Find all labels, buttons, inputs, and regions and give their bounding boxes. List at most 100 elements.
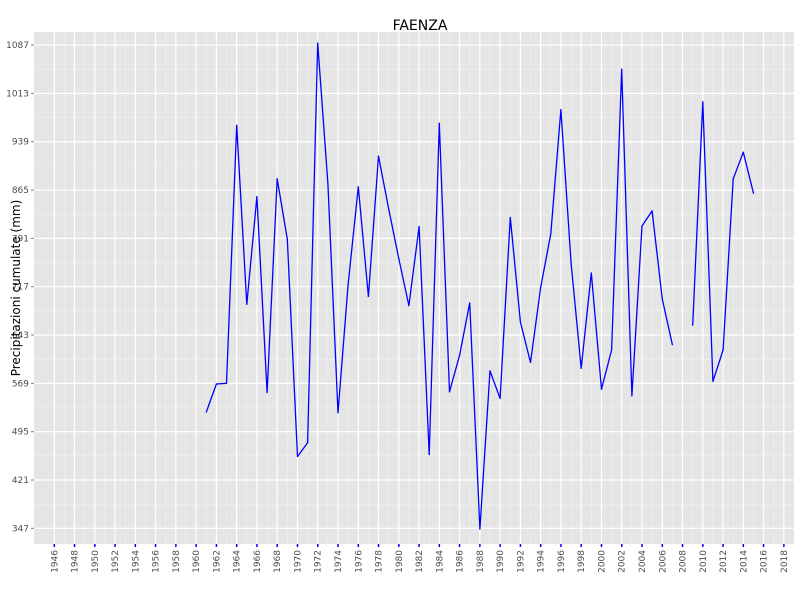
y-axis: 347 421 495 569 643 717 791 865 939 1013 1087 xyxy=(6,41,34,534)
x-tick-label: 2010 xyxy=(699,550,709,573)
data-point xyxy=(357,186,359,188)
y-tick-label: 569 xyxy=(12,379,29,389)
data-point xyxy=(418,226,420,228)
x-tick-label: 1950 xyxy=(91,550,101,573)
x-tick-label: 1958 xyxy=(172,550,182,573)
y-tick-label: 1087 xyxy=(6,41,29,51)
data-point xyxy=(256,196,258,198)
x-tick-label: 1960 xyxy=(192,550,202,573)
y-tick-label: 495 xyxy=(12,428,29,438)
data-point xyxy=(499,397,501,399)
data-point xyxy=(367,295,369,298)
data-point xyxy=(347,284,349,286)
y-tick-label: 939 xyxy=(12,138,29,148)
data-point xyxy=(529,361,532,363)
x-tick-label: 1952 xyxy=(111,550,121,573)
x-tick-label: 1974 xyxy=(334,550,344,573)
x-tick-label: 1946 xyxy=(50,550,60,573)
x-tick-label: 1964 xyxy=(233,550,243,573)
data-point xyxy=(631,395,633,397)
data-point xyxy=(519,321,522,323)
y-tick-label: 347 xyxy=(12,524,29,534)
x-axis: 1946 1948 1950 1952 1954 1956 1958 1960 1962 1964… xyxy=(50,544,790,573)
data-point xyxy=(428,453,430,456)
y-tick-label: 717 xyxy=(12,283,29,293)
x-tick-label: 1970 xyxy=(293,550,303,573)
x-tick-label: 1948 xyxy=(71,550,81,573)
x-tick-label: 1980 xyxy=(395,550,405,573)
x-tick-label: 2012 xyxy=(719,550,729,573)
x-tick-label: 1988 xyxy=(476,550,486,573)
major-gridlines xyxy=(34,32,794,544)
x-tick-label: 1996 xyxy=(557,550,567,573)
y-tick-label: 791 xyxy=(12,234,29,244)
x-tick-label: 1986 xyxy=(456,550,466,573)
x-tick-label: 2018 xyxy=(780,550,790,573)
data-point xyxy=(215,383,217,385)
data-point xyxy=(327,182,329,185)
y-tick-label: 643 xyxy=(12,331,29,341)
x-tick-label: 1994 xyxy=(537,550,547,573)
x-tick-label: 2002 xyxy=(618,550,628,573)
data-point xyxy=(752,192,755,194)
data-point xyxy=(408,305,410,307)
data-point xyxy=(489,370,491,372)
x-tick-label: 2008 xyxy=(679,550,689,573)
x-tick-label: 1984 xyxy=(435,550,445,573)
x-tick-label: 1962 xyxy=(212,550,222,573)
data-point xyxy=(611,349,613,351)
data-point xyxy=(479,528,481,530)
data-point xyxy=(337,412,339,414)
data-point xyxy=(225,382,228,384)
data-point xyxy=(580,367,582,369)
y-axis-label: Precipitazioni cumulate (mm) xyxy=(9,200,23,377)
x-tick-label: 2016 xyxy=(760,550,770,573)
x-tick-label: 1972 xyxy=(314,550,324,573)
x-tick-label: 1956 xyxy=(152,550,162,573)
x-tick-label: 2004 xyxy=(638,550,648,573)
y-tick-label: 865 xyxy=(12,186,29,196)
x-tick-label: 2000 xyxy=(597,550,607,573)
data-point xyxy=(469,302,471,304)
data-point xyxy=(377,155,380,157)
data-point xyxy=(459,354,461,356)
data-point xyxy=(317,42,319,44)
data-point xyxy=(692,324,694,326)
plot-panel xyxy=(34,32,794,544)
y-tick-label: 1013 xyxy=(6,89,29,99)
data-point xyxy=(276,178,278,180)
chart-title: FAENZA xyxy=(393,18,448,34)
x-tick-label: 2014 xyxy=(739,550,749,573)
data-point xyxy=(286,238,288,240)
data-point xyxy=(712,380,714,382)
data-point xyxy=(641,225,643,227)
data-point xyxy=(590,272,592,274)
data-point xyxy=(307,442,309,444)
data-point xyxy=(702,101,704,103)
x-tick-label: 1976 xyxy=(354,550,364,573)
data-point xyxy=(560,109,562,111)
x-tick-label: 1978 xyxy=(375,550,385,573)
x-tick-label: 1982 xyxy=(415,550,425,573)
data-point xyxy=(570,262,572,264)
x-tick-label: 1998 xyxy=(577,550,587,573)
x-tick-label: 1966 xyxy=(253,550,263,573)
data-point xyxy=(661,298,663,300)
data-point xyxy=(540,286,542,288)
data-point xyxy=(438,122,440,124)
data-point xyxy=(246,303,248,305)
x-tick-label: 1968 xyxy=(273,550,283,573)
data-point xyxy=(205,411,207,413)
x-tick-label: 1954 xyxy=(131,550,141,573)
data-point xyxy=(732,178,734,180)
data-point xyxy=(550,233,552,235)
data-point xyxy=(236,124,238,126)
data-point xyxy=(671,344,674,346)
data-point xyxy=(388,208,390,210)
data-point xyxy=(509,216,511,219)
data-point xyxy=(621,68,623,70)
data-point xyxy=(398,258,400,260)
data-point xyxy=(448,391,451,393)
data-point xyxy=(266,391,268,394)
